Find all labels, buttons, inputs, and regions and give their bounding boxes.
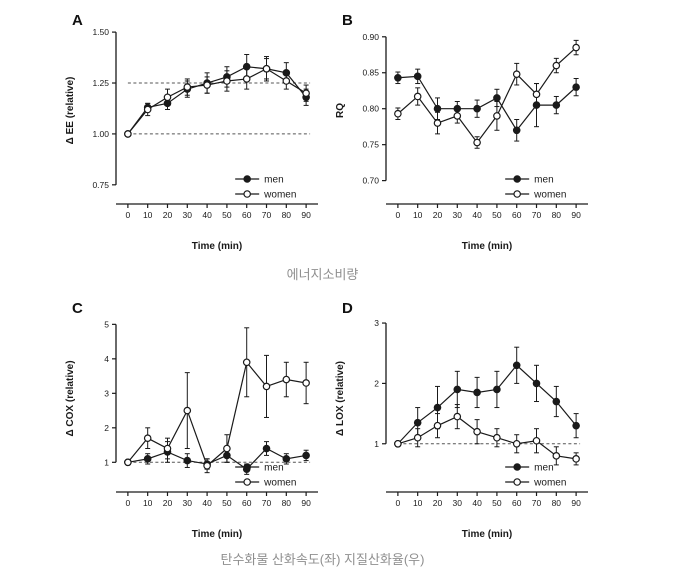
- svg-text:90: 90: [301, 210, 311, 220]
- svg-text:40: 40: [202, 210, 212, 220]
- svg-text:0: 0: [126, 210, 131, 220]
- svg-text:women: women: [263, 190, 296, 201]
- svg-text:1: 1: [104, 457, 109, 467]
- panel-d: D 1 2 3 0 10 20 30 40 50 60 70 80 90 Time (min) Δ LOX …: [330, 298, 602, 550]
- svg-text:40: 40: [472, 498, 482, 508]
- svg-text:90: 90: [571, 210, 581, 220]
- svg-text:Time (min): Time (min): [192, 529, 242, 540]
- svg-text:50: 50: [492, 210, 502, 220]
- svg-text:0.80: 0.80: [362, 104, 379, 114]
- svg-text:80: 80: [282, 498, 292, 508]
- svg-text:3: 3: [374, 318, 379, 328]
- svg-text:0.70: 0.70: [362, 176, 379, 186]
- svg-text:50: 50: [492, 498, 502, 508]
- svg-text:2: 2: [104, 423, 109, 433]
- svg-text:3: 3: [104, 388, 109, 398]
- panel-a-chart: 0.75 1.00 1.25 1.50 0 10 20 30 40 50 60 70 80 90 Time …: [60, 10, 328, 254]
- svg-text:0: 0: [126, 498, 131, 508]
- panel-a-letter: A: [72, 12, 84, 29]
- svg-text:Δ COX (relative): Δ COX (relative): [65, 360, 76, 436]
- svg-text:30: 30: [183, 498, 193, 508]
- svg-text:Δ EE (relative): Δ EE (relative): [65, 77, 76, 145]
- svg-text:1: 1: [374, 439, 379, 449]
- svg-text:70: 70: [262, 210, 272, 220]
- panel-c: C 1 2 3 4 5 0 10 20 30 40 50 60 70 80 90 Time (min) Δ CO…: [60, 298, 332, 550]
- svg-text:60: 60: [512, 498, 522, 508]
- svg-text:90: 90: [571, 498, 581, 508]
- svg-text:women: women: [263, 478, 296, 489]
- svg-text:men: men: [264, 175, 283, 186]
- panel-c-chart: 1 2 3 4 5 0 10 20 30 40 50 60 70 80 90 Time (min) Δ COX …: [60, 298, 328, 542]
- svg-text:30: 30: [453, 210, 463, 220]
- caption-oxidation-rates: 탄수화물 산화속도(좌) 지질산화율(우): [220, 552, 425, 567]
- svg-text:70: 70: [262, 498, 272, 508]
- svg-text:10: 10: [413, 498, 423, 508]
- panel-d-letter: D: [342, 300, 354, 317]
- svg-text:Time (min): Time (min): [462, 241, 512, 252]
- panel-d-chart: 1 2 3 0 10 20 30 40 50 60 70 80 90 Time (min) Δ LOX (r…: [330, 298, 598, 542]
- svg-text:10: 10: [143, 498, 153, 508]
- svg-text:0: 0: [396, 210, 401, 220]
- svg-text:60: 60: [242, 210, 252, 220]
- svg-text:Δ LOX (relative): Δ LOX (relative): [335, 361, 346, 436]
- svg-text:RQ: RQ: [335, 103, 346, 118]
- svg-text:4: 4: [104, 354, 109, 364]
- svg-text:Time (min): Time (min): [192, 241, 242, 252]
- svg-text:1.50: 1.50: [92, 27, 109, 37]
- svg-text:0.85: 0.85: [362, 68, 379, 78]
- svg-text:80: 80: [552, 210, 562, 220]
- svg-text:50: 50: [222, 498, 232, 508]
- svg-text:men: men: [534, 463, 553, 474]
- svg-text:20: 20: [433, 210, 443, 220]
- panel-b-letter: B: [342, 12, 354, 29]
- svg-text:30: 30: [453, 498, 463, 508]
- svg-text:90: 90: [301, 498, 311, 508]
- svg-text:40: 40: [202, 498, 212, 508]
- svg-text:0: 0: [396, 498, 401, 508]
- svg-text:1.25: 1.25: [92, 78, 109, 88]
- svg-text:80: 80: [282, 210, 292, 220]
- svg-text:80: 80: [552, 498, 562, 508]
- svg-text:women: women: [533, 478, 566, 489]
- panel-c-letter: C: [72, 300, 84, 317]
- svg-text:men: men: [534, 175, 553, 186]
- svg-text:70: 70: [532, 210, 542, 220]
- svg-text:5: 5: [104, 319, 109, 329]
- svg-text:2: 2: [374, 378, 379, 388]
- svg-text:0.90: 0.90: [362, 32, 379, 42]
- svg-text:10: 10: [143, 210, 153, 220]
- svg-text:60: 60: [242, 498, 252, 508]
- svg-text:30: 30: [183, 210, 193, 220]
- svg-text:Time (min): Time (min): [462, 529, 512, 540]
- svg-text:20: 20: [163, 210, 173, 220]
- panel-b-chart: 0.70 0.75 0.80 0.85 0.90 0 10 20 30 40 50 60 70 80 90 T…: [330, 10, 598, 254]
- svg-text:1.00: 1.00: [92, 129, 109, 139]
- svg-text:10: 10: [413, 210, 423, 220]
- svg-text:20: 20: [433, 498, 443, 508]
- panel-a: A 0.75 1.00 1.25 1.50 0 10 20 30 40 50 60 70 80 90 Tim…: [60, 10, 332, 262]
- svg-text:60: 60: [512, 210, 522, 220]
- svg-text:70: 70: [532, 498, 542, 508]
- svg-text:0.75: 0.75: [362, 140, 379, 150]
- svg-text:0.75: 0.75: [92, 180, 109, 190]
- caption-energy-expenditure: 에너지소비량: [286, 267, 359, 282]
- svg-text:40: 40: [472, 210, 482, 220]
- svg-text:50: 50: [222, 210, 232, 220]
- svg-text:women: women: [533, 190, 566, 201]
- svg-text:20: 20: [163, 498, 173, 508]
- svg-text:men: men: [264, 463, 283, 474]
- panel-b: B 0.70 0.75 0.80 0.85 0.90 0 10 20 30 40 50 60 70 80 9…: [330, 10, 602, 262]
